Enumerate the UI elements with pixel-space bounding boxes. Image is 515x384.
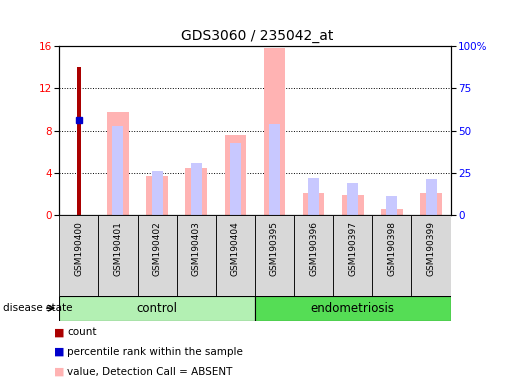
Bar [191,163,202,215]
Bar [112,126,124,215]
Text: GSM190396: GSM190396 [309,222,318,276]
Bar [98,215,138,296]
Text: disease state: disease state [3,303,72,313]
Bar [146,176,168,215]
Bar [59,296,255,321]
Bar [107,111,129,215]
Bar [294,215,333,296]
Bar [138,215,177,296]
Bar [342,195,364,215]
Text: GSM190400: GSM190400 [74,222,83,276]
Text: GSM190403: GSM190403 [192,222,201,276]
Bar [381,209,403,215]
Bar [264,48,285,215]
Bar [308,178,319,215]
Text: GDS3060 / 235042_at: GDS3060 / 235042_at [181,29,334,43]
Text: count: count [67,327,96,337]
Bar [420,193,442,215]
Text: control: control [136,302,178,314]
Text: percentile rank within the sample: percentile rank within the sample [67,347,243,357]
Bar [225,135,246,215]
Bar [255,296,451,321]
Text: value, Detection Call = ABSENT: value, Detection Call = ABSENT [67,367,232,377]
Bar [386,196,398,215]
Text: GSM190402: GSM190402 [152,222,162,276]
Text: GSM190397: GSM190397 [348,222,357,276]
Text: ■: ■ [54,367,64,377]
Bar [59,215,98,296]
Bar [303,193,324,215]
Text: GSM190404: GSM190404 [231,222,240,276]
Bar [185,167,207,215]
Text: GSM190401: GSM190401 [113,222,123,276]
Bar [425,179,437,215]
Bar [255,215,294,296]
Text: ■: ■ [54,347,64,357]
Bar [216,215,255,296]
Bar [230,143,241,215]
Text: ■: ■ [54,327,64,337]
Bar [372,215,411,296]
Text: GSM190395: GSM190395 [270,222,279,276]
Bar [151,170,163,215]
Bar [347,184,358,215]
Bar [333,215,372,296]
Bar [411,215,451,296]
Text: GSM190398: GSM190398 [387,222,397,276]
Text: GSM190399: GSM190399 [426,222,436,276]
Bar [177,215,216,296]
Bar [269,124,280,215]
Bar [77,67,81,215]
Text: endometriosis: endometriosis [311,302,395,314]
